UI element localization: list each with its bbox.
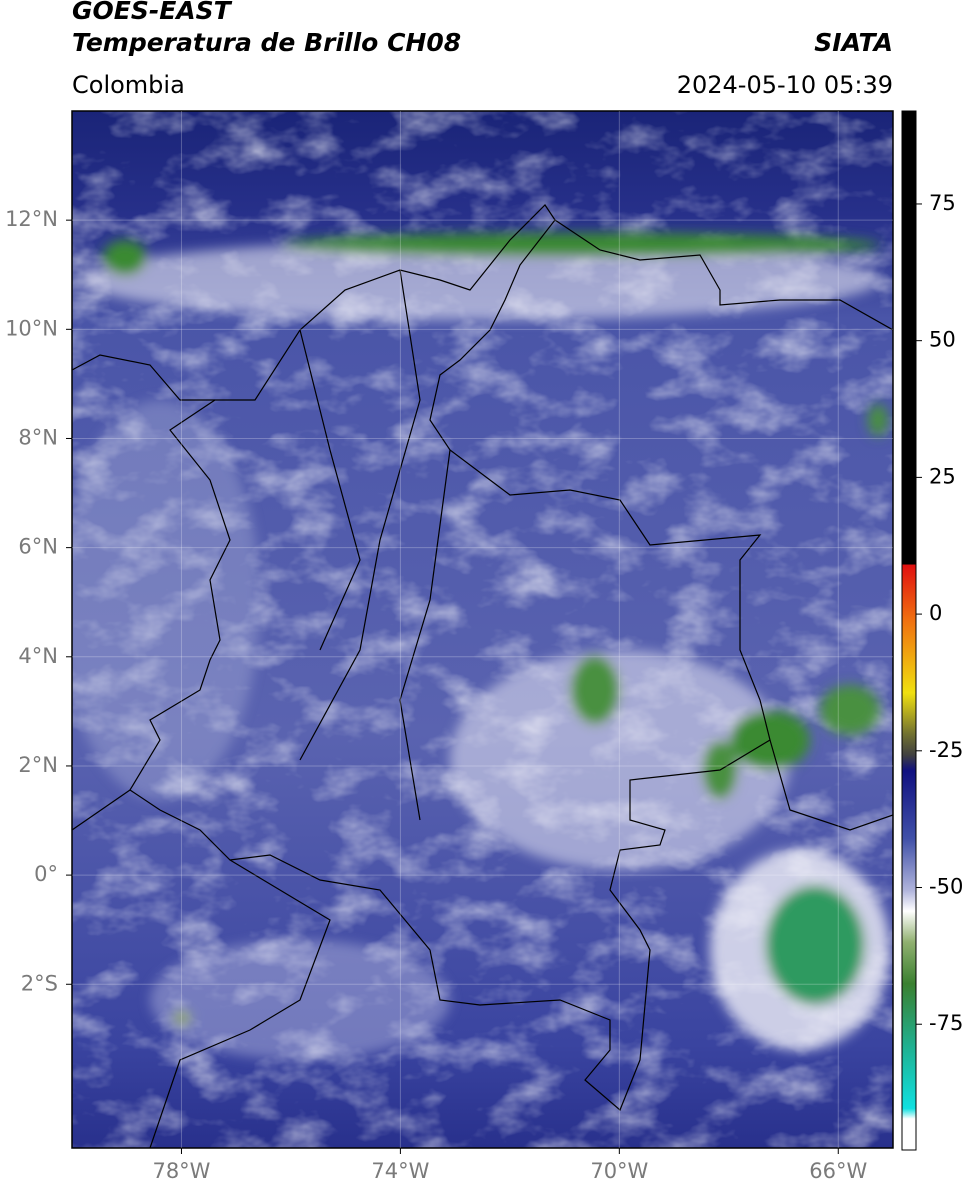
datetime: 2024-05-10 05:39 [676,71,893,99]
y-tick-label: 6°N [18,535,58,559]
y-tick-label: 2°S [21,971,58,995]
region: Colombia [72,71,185,99]
title: GOES-EAST [72,0,231,25]
colorbar-tick-label: 50 [929,328,956,352]
y-tick-label: 10°N [5,316,58,340]
colorbar-tick-label: 0 [929,601,942,625]
x-tick-label: 70°W [590,1159,648,1183]
colorbar-tick-label: -75 [929,1011,963,1035]
colorbar [901,110,917,1151]
colorbar-tick-label: 25 [929,464,956,488]
subtitle: Temperatura de Brillo CH08 [72,28,462,57]
y-tick-label: 2°N [18,753,58,777]
y-tick-label: 12°N [5,207,58,231]
x-tick-label: 78°W [152,1159,210,1183]
y-tick-label: 0° [34,862,58,886]
y-tick-label: 8°N [18,425,58,449]
colorbar-tick-label: -50 [929,875,963,899]
x-tick-label: 66°W [809,1159,867,1183]
y-tick-label: 4°N [18,644,58,668]
colorbar-tick-label: 75 [929,191,956,215]
map-image [72,111,893,1148]
colorbar-tick-label: -25 [929,738,963,762]
map-frame [71,110,894,1149]
x-tick-label: 74°W [371,1159,429,1183]
source: SIATA [814,28,893,57]
